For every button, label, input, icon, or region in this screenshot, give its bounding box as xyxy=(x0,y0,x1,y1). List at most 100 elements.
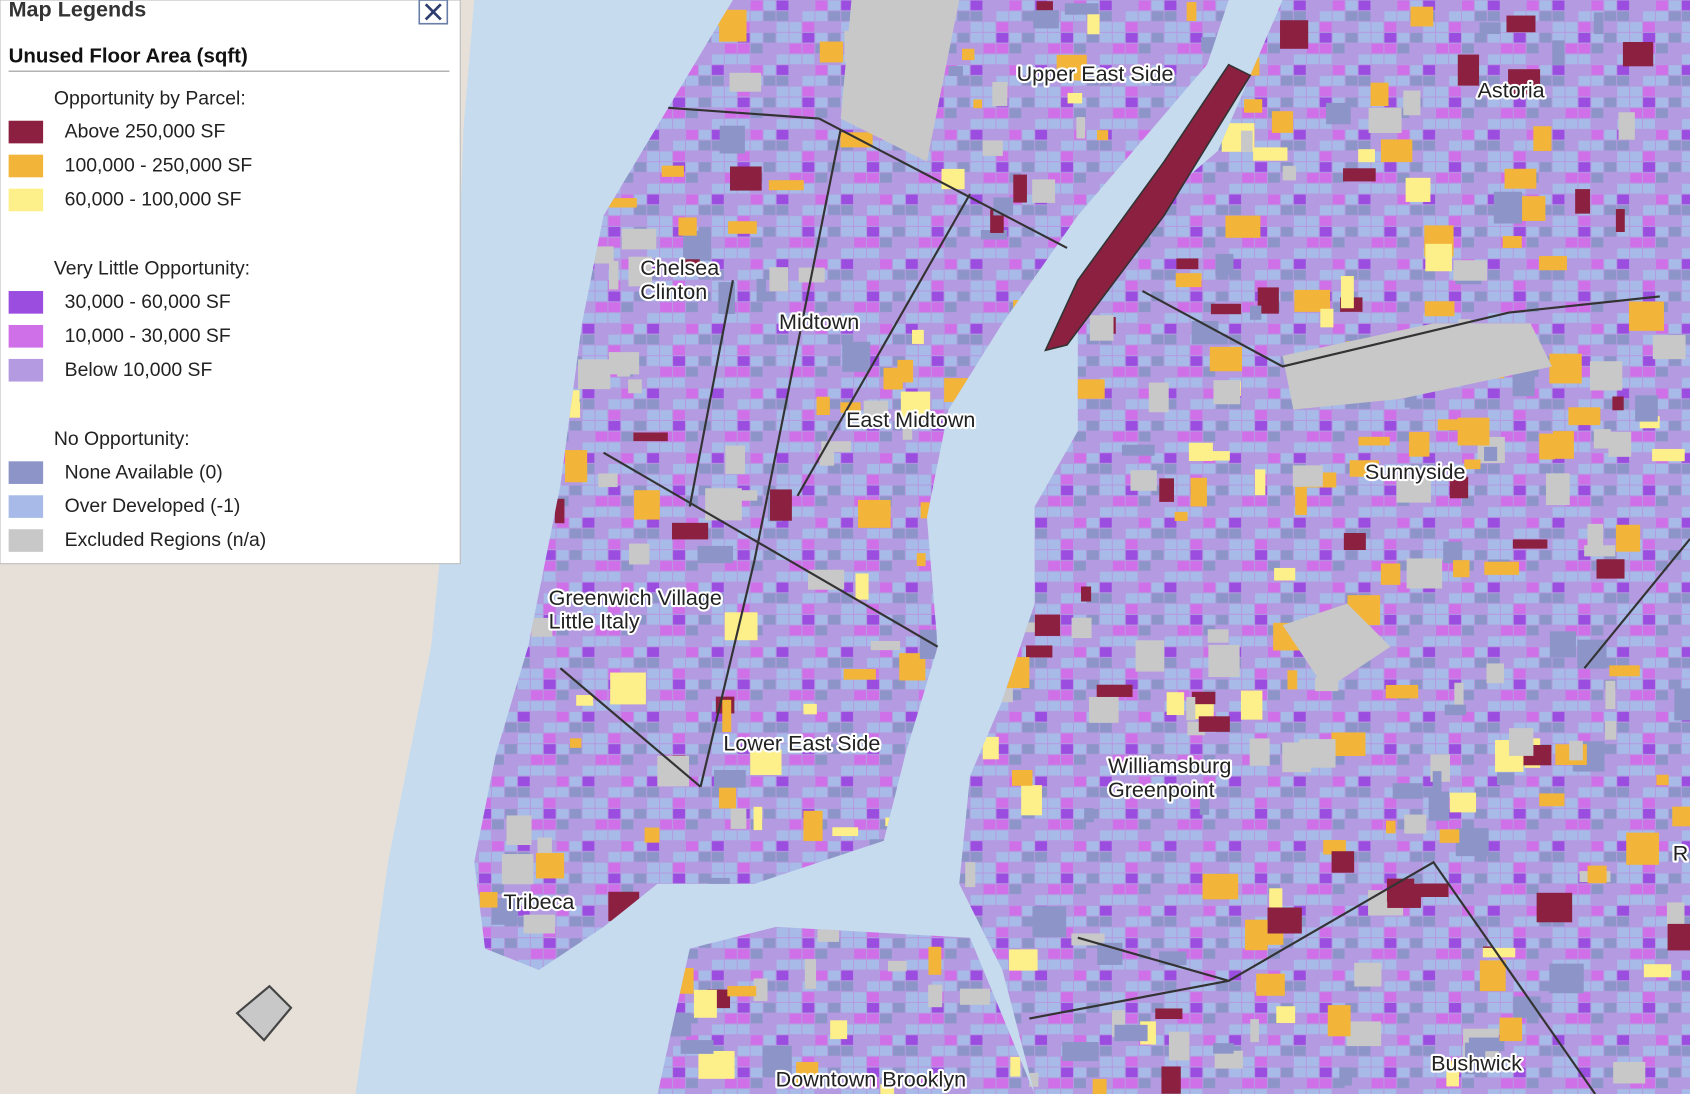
parcel-block xyxy=(1439,829,1460,843)
parcel-block xyxy=(719,125,745,154)
close-button[interactable] xyxy=(418,0,449,25)
parcel-block xyxy=(770,489,792,521)
parcel-block xyxy=(1539,793,1565,807)
legend-background xyxy=(0,0,461,565)
parcel-block xyxy=(1349,460,1379,477)
parcel-block xyxy=(1174,511,1188,522)
parcel-block xyxy=(1568,407,1601,426)
parcel-block xyxy=(1081,586,1092,602)
map-label: East Midtown xyxy=(846,407,975,432)
parcel-block xyxy=(1202,873,1239,900)
legend-label: Over Developed (-1) xyxy=(65,495,241,517)
parcel-block xyxy=(1331,851,1355,873)
parcel-block xyxy=(1667,923,1690,951)
excluded-region xyxy=(1282,603,1391,690)
parcel-block xyxy=(1157,761,1168,775)
parcel-block xyxy=(1199,788,1210,815)
parcel-block xyxy=(840,132,873,148)
parcel-block xyxy=(1076,117,1086,139)
parcel-block xyxy=(1444,704,1467,716)
parcel-block xyxy=(1254,469,1266,496)
parcel-block xyxy=(565,450,588,483)
parcel-block xyxy=(672,522,709,540)
parcel-block xyxy=(1392,783,1423,799)
parcel-block xyxy=(628,256,653,287)
parcel-block xyxy=(753,806,763,831)
parcel-block xyxy=(1191,691,1216,705)
parcel-block xyxy=(980,230,1008,240)
map-label: Lower East Side xyxy=(723,730,880,755)
legend-title: Map Legends xyxy=(9,0,147,21)
parcel-block xyxy=(1643,964,1672,978)
parcel-block xyxy=(982,736,999,760)
parcel-block xyxy=(523,914,556,934)
parcel-block xyxy=(1256,973,1285,996)
parcel-block xyxy=(1056,54,1087,81)
parcel-block xyxy=(1652,448,1685,462)
parcel-block xyxy=(1404,387,1417,408)
parcel-block xyxy=(992,81,1008,107)
parcel-block xyxy=(1087,14,1100,35)
legend-heading: No Opportunity: xyxy=(54,428,190,450)
parcel-block xyxy=(1032,906,1067,938)
parcel-block xyxy=(1380,139,1413,163)
parcel-block xyxy=(1512,539,1548,549)
parcel-block xyxy=(796,1062,819,1086)
island xyxy=(235,984,293,1042)
parcel-block xyxy=(821,441,851,452)
parcel-block xyxy=(1569,740,1583,761)
parcel-block xyxy=(535,852,565,879)
parcel-block xyxy=(1346,1021,1382,1047)
parcel-block xyxy=(1612,396,1624,411)
parcel-block xyxy=(657,755,690,787)
parcel-block xyxy=(1326,102,1351,125)
parcel-block xyxy=(506,815,532,846)
parcel-block xyxy=(1496,772,1515,786)
parcel-block xyxy=(680,1040,714,1054)
parcel-block xyxy=(993,197,1014,216)
parcel-block xyxy=(842,341,871,372)
parcel-block xyxy=(1209,346,1243,372)
parcel-block xyxy=(1443,541,1463,564)
parcel-block xyxy=(1575,189,1591,214)
parcel-block xyxy=(1549,353,1582,384)
parcel-block xyxy=(1410,6,1434,27)
parcel-block xyxy=(577,359,611,390)
legend-swatch xyxy=(8,461,44,484)
parcel-block xyxy=(681,259,700,271)
close-icon[interactable] xyxy=(424,3,442,21)
legend-label: 100,000 - 250,000 SF xyxy=(65,155,253,177)
parcel-block xyxy=(1190,477,1207,507)
parcel-block xyxy=(1029,1072,1039,1087)
legend-swatch xyxy=(8,324,44,348)
parcel-block xyxy=(1605,680,1616,710)
parcel-block xyxy=(1064,3,1099,15)
parcel-block xyxy=(1385,684,1419,699)
parcel-block xyxy=(1331,732,1366,757)
parcel-block xyxy=(1468,1037,1505,1052)
parcel-block xyxy=(1033,10,1059,29)
parcel-block xyxy=(1380,563,1401,585)
parcel-block xyxy=(1161,1066,1181,1094)
parcel-block xyxy=(1539,433,1555,460)
parcel-block xyxy=(1672,806,1690,827)
parcel-block xyxy=(1121,444,1155,456)
parcel-block xyxy=(554,498,565,524)
parcel-block xyxy=(982,140,1003,156)
legend-panel: Map Legends Unused Floor Area (sqft) Opp… xyxy=(0,0,461,565)
parcel-block xyxy=(1533,126,1552,152)
parcel-block xyxy=(1250,1019,1259,1043)
parcel-block xyxy=(729,72,762,92)
map-label: Chelsea xyxy=(640,255,719,280)
parcel-block xyxy=(1300,739,1336,768)
parcel-block xyxy=(830,1020,848,1040)
parcel-block xyxy=(1484,446,1498,461)
map-label: Sunnyside xyxy=(1365,459,1466,484)
parcel-block xyxy=(1424,301,1455,317)
parcel-block xyxy=(1257,287,1279,314)
parcel-block xyxy=(1499,1017,1523,1042)
parcel-block xyxy=(1509,728,1534,756)
excluded-region xyxy=(1282,323,1553,410)
parcel-block xyxy=(1253,147,1288,161)
